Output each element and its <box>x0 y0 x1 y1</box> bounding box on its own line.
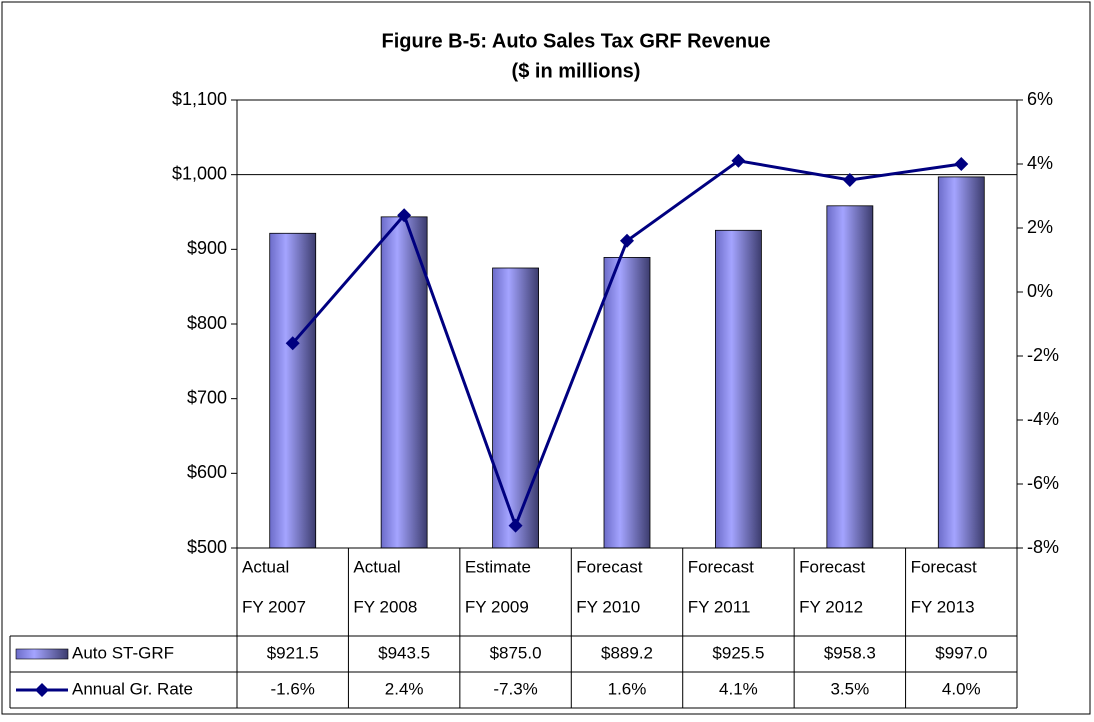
x-tick-label: FY 2012 <box>799 597 863 616</box>
legend-label: Annual Gr. Rate <box>72 679 193 698</box>
x-tick-label: Forecast <box>576 557 642 576</box>
x-tick-label: FY 2010 <box>576 597 640 616</box>
y2-tick-label: 6% <box>1027 89 1053 109</box>
chart-title: Figure B-5: Auto Sales Tax GRF Revenue <box>382 30 771 52</box>
value-label: 4.0% <box>942 679 981 698</box>
y2-tick-label: 4% <box>1027 153 1053 173</box>
bar <box>826 205 874 549</box>
value-label: -1.6% <box>271 679 315 698</box>
y2-tick-label: -8% <box>1027 537 1059 557</box>
bar <box>937 176 985 549</box>
legend-swatch <box>15 648 69 660</box>
x-tick-label: FY 2009 <box>465 597 529 616</box>
marker <box>842 173 857 187</box>
bar <box>380 216 428 549</box>
bar <box>269 232 317 549</box>
value-label: -7.3% <box>493 679 537 698</box>
y-tick-label: $1,000 <box>172 163 227 183</box>
y-tick-label: $900 <box>187 238 227 258</box>
bar <box>492 267 539 549</box>
value-label: $958.3 <box>824 643 876 662</box>
y-tick-label: $1,100 <box>172 89 227 109</box>
x-tick-label: FY 2013 <box>911 597 975 616</box>
value-label: $925.5 <box>712 643 764 662</box>
value-label: $943.5 <box>378 643 430 662</box>
x-tick-label: Estimate <box>465 557 531 576</box>
marker <box>285 336 300 351</box>
y-tick-label: $500 <box>187 537 227 557</box>
value-label: 2.4% <box>385 679 424 698</box>
value-label: $889.2 <box>601 643 653 662</box>
value-label: $921.5 <box>267 643 319 662</box>
y-tick-label: $800 <box>187 313 227 333</box>
y-tick-label: $700 <box>187 387 227 407</box>
x-tick-label: FY 2008 <box>353 597 417 616</box>
y2-tick-label: -6% <box>1027 473 1059 493</box>
x-tick-label: Forecast <box>799 557 865 576</box>
y2-tick-label: 0% <box>1027 281 1053 301</box>
value-label: 4.1% <box>719 679 758 698</box>
value-label: 1.6% <box>608 679 647 698</box>
legend-label: Auto ST-GRF <box>72 643 174 662</box>
legend-marker <box>35 683 49 697</box>
y2-tick-label: -4% <box>1027 409 1059 429</box>
y-tick-label: $600 <box>187 462 227 482</box>
marker <box>620 233 634 248</box>
chart-subtitle: ($ in millions) <box>512 60 641 82</box>
x-tick-label: FY 2011 <box>688 597 751 616</box>
value-label: 3.5% <box>830 679 869 698</box>
plot-border <box>236 99 1018 549</box>
marker <box>731 153 746 168</box>
x-tick-label: Actual <box>353 557 400 576</box>
x-tick-label: FY 2007 <box>242 597 306 616</box>
x-tick-label: Forecast <box>911 557 977 576</box>
y2-tick-label: 2% <box>1027 217 1053 237</box>
marker <box>397 208 412 223</box>
bar <box>715 229 762 549</box>
value-label: $875.0 <box>490 643 542 662</box>
x-tick-label: Forecast <box>688 557 754 576</box>
x-tick-label: Actual <box>242 557 289 576</box>
marker <box>954 157 969 171</box>
marker <box>508 518 523 533</box>
y2-tick-label: -2% <box>1027 345 1059 365</box>
bar <box>603 256 651 549</box>
value-label: $997.0 <box>935 643 987 662</box>
